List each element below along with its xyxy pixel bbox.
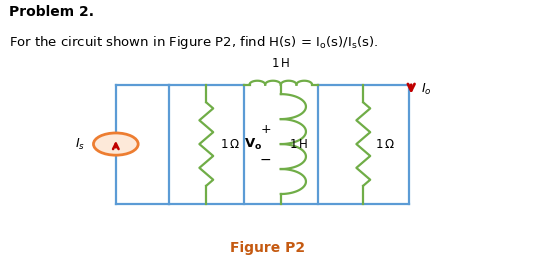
Text: $-$: $-$ <box>259 152 271 166</box>
Text: Problem 2.: Problem 2. <box>10 5 94 19</box>
Circle shape <box>94 133 138 155</box>
Text: Figure P2: Figure P2 <box>230 241 305 255</box>
Text: $1\,\mathrm{H}$: $1\,\mathrm{H}$ <box>271 57 291 70</box>
Text: $I_s$: $I_s$ <box>75 136 86 152</box>
Text: $1\,\mathrm{H}$: $1\,\mathrm{H}$ <box>289 138 308 151</box>
Text: $I_o$: $I_o$ <box>421 82 431 97</box>
Text: $+$: $+$ <box>260 123 271 136</box>
Text: $\mathbf{V_o}$: $\mathbf{V_o}$ <box>244 136 262 152</box>
Text: $1\,\Omega$: $1\,\Omega$ <box>219 138 240 151</box>
Text: $1\,\Omega$: $1\,\Omega$ <box>375 138 395 151</box>
Text: For the circuit shown in Figure P2, find H(s) = I$_\mathrm{o}$(s)/I$_\mathrm{s}$: For the circuit shown in Figure P2, find… <box>10 34 379 52</box>
